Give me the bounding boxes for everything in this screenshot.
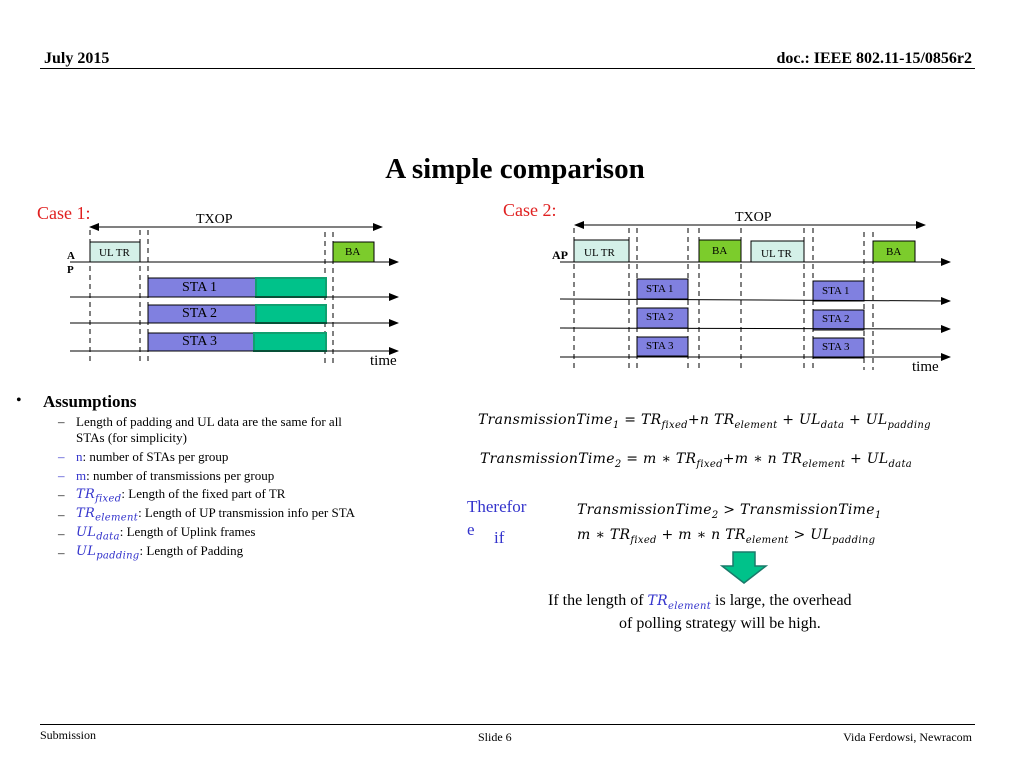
assumption-item: ULdata: Length of Uplink frames xyxy=(76,524,256,543)
formula-transmission-time-1: TransmissionTime1 = TRfixed+n TRelement … xyxy=(478,412,931,431)
conclusion-line-1: If the length of TRelement is large, the… xyxy=(548,592,852,612)
case2-sta3-label-1: STA 3 xyxy=(646,340,674,352)
case2-sta3-box-1 xyxy=(636,336,689,357)
formula-inequality: TransmissionTime2 > TransmissionTime1 xyxy=(577,502,882,521)
case2-sta2-label-1: STA 2 xyxy=(646,311,674,323)
case1-ba-label: BA xyxy=(345,246,361,258)
case1-time-label: time xyxy=(370,353,397,369)
case1-diagram xyxy=(70,223,399,365)
formula-condition: m ∗ TRfixed + m ∗ n TRelement > ULpaddin… xyxy=(577,527,876,546)
assumption-item: Length of padding and UL data are the sa… xyxy=(76,414,342,429)
case1-label: Case 1: xyxy=(37,203,91,223)
formula-transmission-time-2: TransmissionTime2 = m ∗ TRfixed+m ∗ n TR… xyxy=(480,451,913,470)
case2-sta1-label-2: STA 1 xyxy=(822,285,850,297)
header-doc-id: doc.: IEEE 802.11-15/0856r2 xyxy=(776,50,972,67)
assumption-item: n: number of STAs per group xyxy=(76,449,229,464)
case1-sta2-padding xyxy=(255,304,327,324)
case2-ap-label: AP xyxy=(552,248,568,262)
case2-label: Case 2: xyxy=(503,200,557,220)
bullet: • xyxy=(16,392,22,409)
case1-ul-tr-label: UL TR xyxy=(99,247,130,259)
case1-sta3-padding xyxy=(253,332,327,352)
assumption-item: TRelement: Length of UP transmission inf… xyxy=(76,505,355,524)
case2-ba-label-1: BA xyxy=(712,245,728,257)
case1-sta1-label: STA 1 xyxy=(182,280,218,295)
footer-rule xyxy=(40,724,975,725)
case2-ba-label-2: BA xyxy=(886,246,902,258)
case2-time-label: time xyxy=(912,359,939,375)
assumption-item-cont: STAs (for simplicity) xyxy=(76,430,187,445)
case2-sta3-box-2 xyxy=(812,337,865,359)
case2-sta1-line xyxy=(559,296,951,305)
case2-txop-label: TXOP xyxy=(735,210,772,225)
case1-ap-label-a: A xyxy=(67,250,75,262)
case1-sta3-label: STA 3 xyxy=(182,334,218,349)
header-date: July 2015 xyxy=(44,50,110,67)
page-title: A simple comparison xyxy=(385,153,645,185)
case1-sta2-label: STA 2 xyxy=(182,306,218,321)
case1-sta1-padding xyxy=(255,277,327,298)
case2-sta2-box-2 xyxy=(812,309,865,331)
case2-sta3-label-2: STA 3 xyxy=(822,341,850,353)
footer-submission: Submission xyxy=(40,728,97,742)
therefore-label-cont: e xyxy=(467,520,475,539)
conclusion-line-2: of polling strategy will be high. xyxy=(619,615,821,632)
case2-sta2-line xyxy=(559,324,951,333)
case2-diagram xyxy=(559,221,951,370)
case2-sta1-box-2 xyxy=(812,280,865,302)
if-label: if xyxy=(494,528,505,547)
case2-ul-tr-label-1: UL TR xyxy=(584,247,615,259)
timing-diagrams xyxy=(70,221,951,370)
footer-author: Vida Ferdowsi, Newracom xyxy=(843,730,972,744)
case2-sta1-box-1 xyxy=(636,278,689,300)
assumption-item: ULpadding: Length of Padding xyxy=(76,543,244,562)
case2-sta1-label-1: STA 1 xyxy=(646,283,674,295)
case2-ul-tr-label-2: UL TR xyxy=(761,248,792,260)
case1-ap-label-p: P xyxy=(67,264,74,276)
assumption-item: m: number of transmissions per group xyxy=(76,468,275,483)
footer-slide-number: Slide 6 xyxy=(478,730,512,744)
case1-txop-label: TXOP xyxy=(196,212,233,227)
therefore-label: Therefor xyxy=(467,497,527,516)
assumptions-heading: Assumptions xyxy=(43,392,137,411)
header-rule xyxy=(40,68,975,69)
assumption-item: TRfixed: Length of the fixed part of TR xyxy=(76,486,286,505)
case2-sta2-label-2: STA 2 xyxy=(822,313,850,325)
